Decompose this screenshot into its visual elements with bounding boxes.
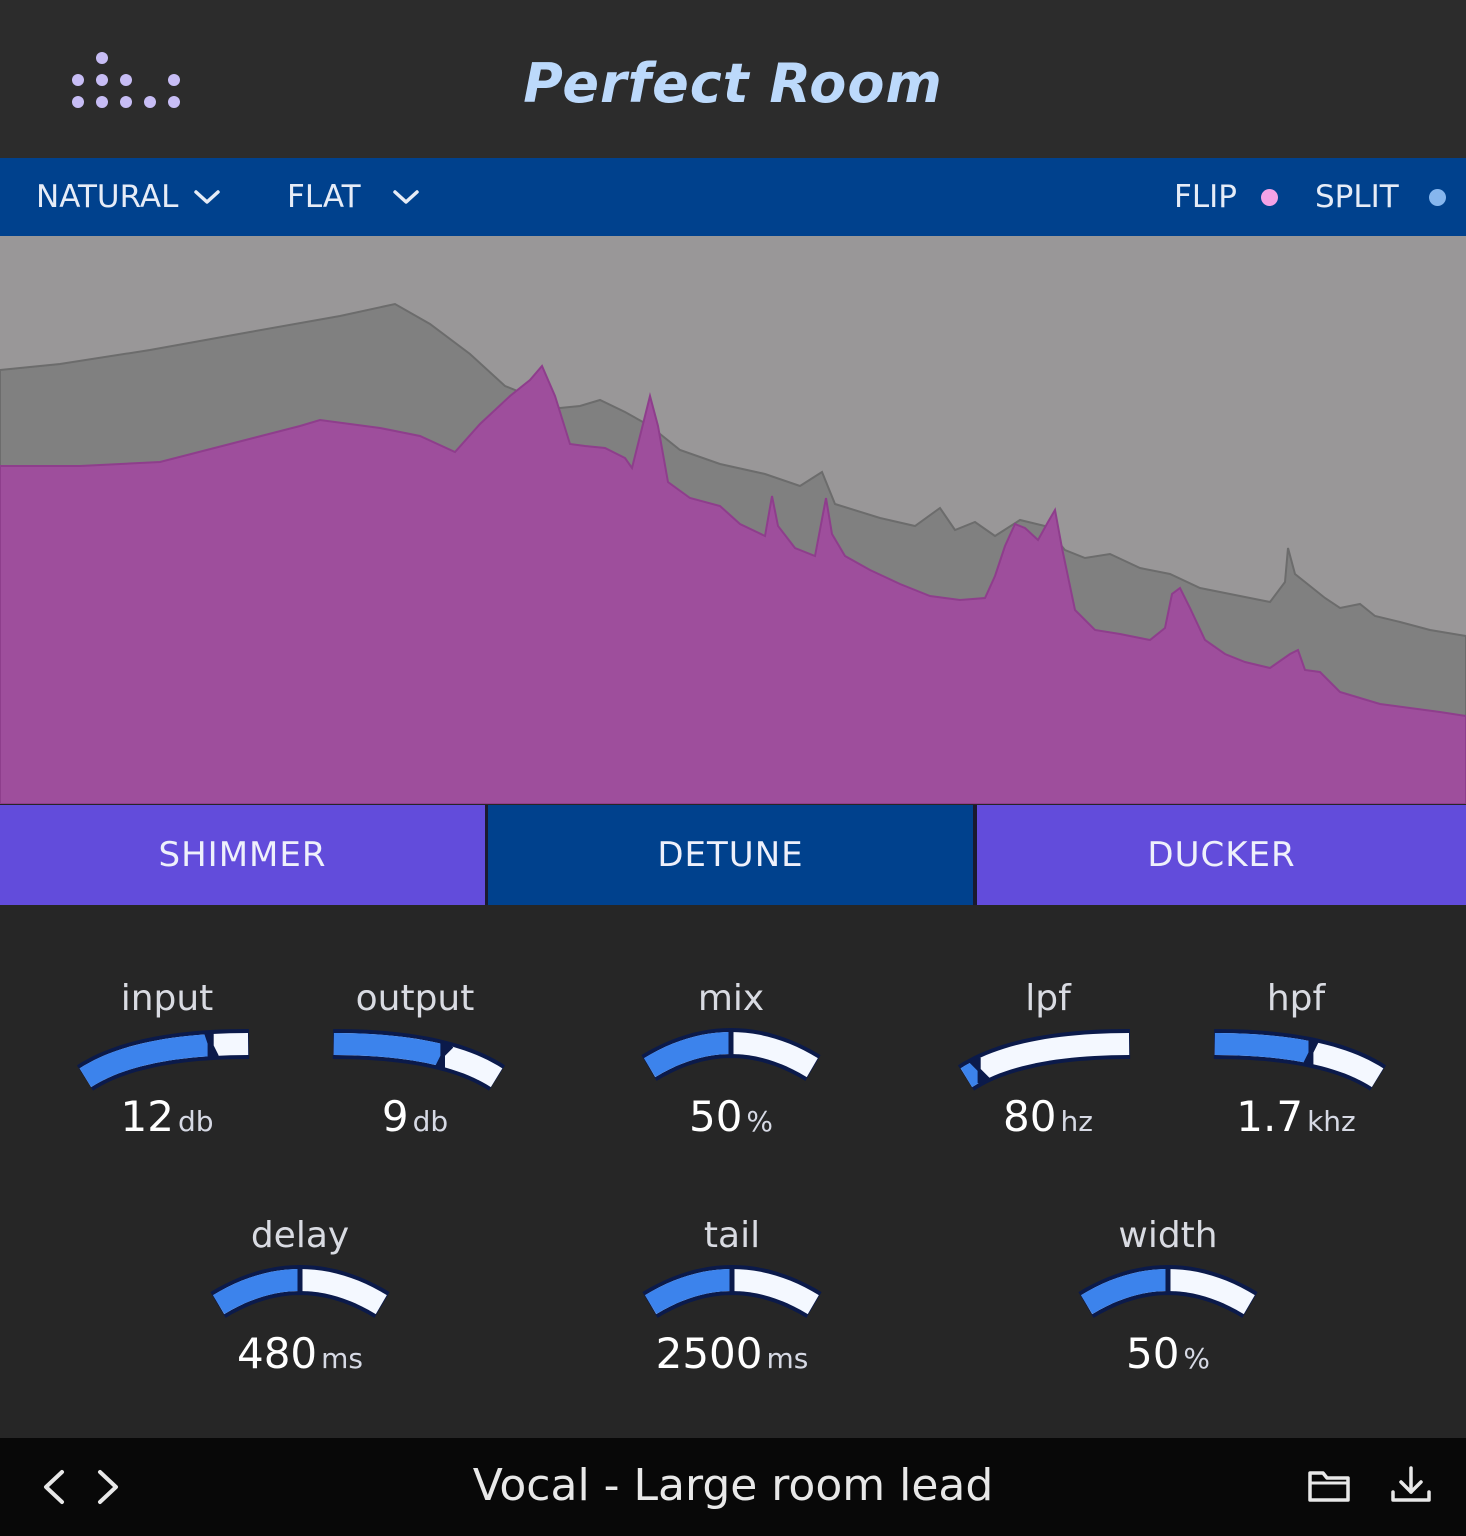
lpf-arc-control[interactable] (948, 1026, 1148, 1096)
hpf-readout: 1.7 khz (1196, 1092, 1396, 1141)
output-knob[interactable]: output 9 db (315, 978, 515, 1178)
room-mode-value: NATURAL (36, 179, 179, 215)
knob-fill (1080, 1269, 1168, 1315)
lpf-knob[interactable]: lpf 80 hz (948, 978, 1148, 1178)
eq-mode-dropdown[interactable]: FLAT (287, 158, 421, 236)
preset-bar: Vocal - Large room lead (0, 1438, 1466, 1536)
knob-pointer (969, 1057, 990, 1084)
tab-detune[interactable]: DETUNE (488, 805, 973, 905)
effect-tabs: SHIMMER DETUNE DUCKER (0, 805, 1466, 905)
knob-track (960, 1033, 1130, 1088)
tail-value: 2500 (655, 1329, 763, 1378)
knob-fill (644, 1269, 732, 1315)
width-unit: % (1183, 1342, 1211, 1375)
width-arc-control[interactable] (1068, 1263, 1268, 1333)
mix-unit: % (746, 1105, 774, 1138)
output-readout: 9 db (315, 1092, 515, 1141)
folder-icon[interactable] (1304, 1460, 1354, 1510)
plugin-title: Perfect Room (523, 52, 943, 115)
knob-fill (333, 1033, 446, 1067)
chevron-down-icon (392, 190, 419, 204)
tail-knob[interactable]: tail 2500 ms (632, 1215, 832, 1415)
output-unit: db (412, 1105, 449, 1138)
delay-value: 480 (236, 1329, 318, 1378)
tab-shimmer[interactable]: SHIMMER (0, 805, 485, 905)
tail-arc-control[interactable] (632, 1263, 832, 1333)
input-label: input (120, 978, 214, 1019)
delay-arc-control[interactable] (200, 1263, 400, 1333)
flip-toggle[interactable]: FLIP (1174, 158, 1278, 236)
input-readout: 12 db (67, 1092, 267, 1141)
output-label: output (355, 978, 475, 1019)
input-knob[interactable]: input 12 db (67, 978, 267, 1178)
knob-pointer (1303, 1040, 1319, 1065)
split-label: SPLIT (1315, 179, 1399, 215)
wet-spectrum-area (0, 364, 1466, 804)
mix-label: mix (697, 978, 765, 1019)
width-readout: 50% (1068, 1329, 1268, 1378)
knob-fill (960, 1060, 985, 1088)
chevron-left-icon[interactable] (34, 1462, 74, 1512)
eq-mode-value: FLAT (287, 179, 361, 215)
tab-ducker-label: DUCKER (1147, 835, 1296, 875)
spectrum-analyzer (0, 236, 1466, 804)
width-value: 50 (1125, 1329, 1180, 1378)
mix-knob[interactable]: mix 50% (631, 978, 831, 1178)
hpf-unit: khz (1307, 1105, 1356, 1138)
split-indicator-dot (1428, 188, 1446, 206)
knob-pointer (435, 1042, 454, 1068)
knob-fill (1214, 1033, 1314, 1064)
hpf-label: hpf (1266, 978, 1326, 1019)
room-mode-dropdown[interactable]: NATURAL (36, 158, 222, 236)
lpf-unit: hz (1060, 1105, 1093, 1138)
output-value: 9 (381, 1092, 409, 1141)
chevron-down-icon (194, 190, 221, 204)
download-icon[interactable] (1386, 1460, 1436, 1510)
delay-readout: 480 ms (200, 1329, 400, 1378)
lpf-readout: 80 hz (948, 1092, 1148, 1141)
split-toggle[interactable]: SPLIT (1315, 158, 1446, 236)
lpf-label: lpf (1025, 978, 1071, 1019)
flip-label: FLIP (1174, 179, 1237, 215)
output-arc-control[interactable] (315, 1026, 515, 1096)
input-value: 12 (120, 1092, 174, 1141)
hpf-knob[interactable]: hpf 1.7 khz (1196, 978, 1396, 1178)
delay-knob[interactable]: delay 480 ms (200, 1215, 400, 1415)
knob-fill (643, 1032, 731, 1078)
width-label: width (1118, 1215, 1218, 1256)
mix-readout: 50% (631, 1092, 831, 1141)
hpf-value: 1.7 (1236, 1092, 1304, 1141)
preset-name[interactable]: Vocal - Large room lead (472, 1460, 994, 1511)
mix-arc-control[interactable] (631, 1026, 831, 1096)
tab-shimmer-label: SHIMMER (158, 835, 327, 875)
flip-indicator-dot (1260, 188, 1278, 206)
tab-ducker[interactable]: DUCKER (977, 805, 1466, 905)
width-knob[interactable]: width 50% (1068, 1215, 1268, 1415)
header: Perfect Room (0, 0, 1466, 158)
tail-unit: ms (766, 1342, 809, 1375)
chevron-right-icon[interactable] (88, 1462, 128, 1512)
delay-label: delay (250, 1215, 350, 1256)
mix-value: 50 (688, 1092, 743, 1141)
hpf-arc-control[interactable] (1196, 1026, 1396, 1096)
tail-readout: 2500 ms (632, 1329, 832, 1378)
input-unit: db (177, 1105, 214, 1138)
delay-unit: ms (321, 1342, 364, 1375)
knob-fill (212, 1269, 300, 1315)
lpf-value: 80 (1003, 1092, 1057, 1141)
knob-fill (79, 1034, 212, 1088)
dots-logo-icon (72, 52, 180, 108)
mode-bar: NATURAL FLAT FLIP SPLIT (0, 158, 1466, 236)
tab-detune-label: DETUNE (657, 835, 804, 875)
tail-label: tail (703, 1215, 761, 1256)
input-arc-control[interactable] (67, 1026, 267, 1096)
